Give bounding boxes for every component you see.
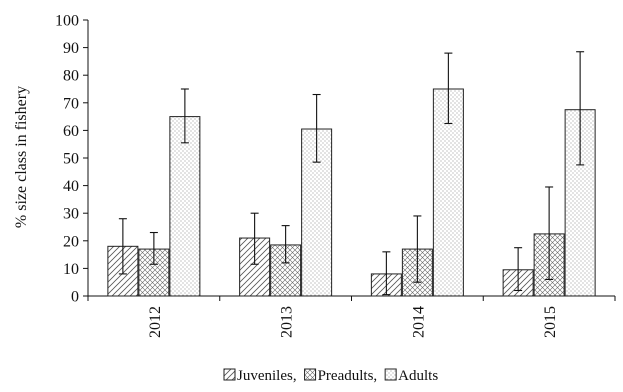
x-tick-label-2013: 2013 xyxy=(279,306,296,338)
legend: Juveniles, Preadults, Adults xyxy=(223,368,438,384)
y-tick-label: 70 xyxy=(63,95,79,112)
y-tick-label: 60 xyxy=(63,123,79,140)
legend-label-juveniles: Juveniles, xyxy=(237,368,297,384)
x-tick-label-2015: 2015 xyxy=(542,306,559,338)
y-tick-label: 30 xyxy=(63,206,79,223)
y-tick-label: 20 xyxy=(63,233,79,250)
legend-swatch-adults xyxy=(384,368,397,381)
x-tick-label-2012: 2012 xyxy=(147,306,164,338)
y-tick-label: 90 xyxy=(63,40,79,57)
legend-label-preadults: Preadults, xyxy=(318,368,378,384)
y-axis-label: % size class in fishery xyxy=(13,86,30,228)
legend-swatch-preadults xyxy=(304,368,317,381)
plot-area: 0 10 20 30 40 50 60 70 80 90 100 2012 2013 2014 2015 xyxy=(55,13,616,338)
legend-label-adults: Adults xyxy=(398,368,438,384)
y-tick-label: 80 xyxy=(63,68,79,85)
x-tick-label-2014: 2014 xyxy=(410,306,427,338)
bar-adults-2012 xyxy=(169,116,201,297)
legend-swatch-juveniles xyxy=(223,368,236,381)
y-tick-label: 0 xyxy=(71,289,79,306)
y-tick-label: 10 xyxy=(63,261,79,278)
y-tick-label: 40 xyxy=(63,178,79,195)
y-tick-label: 50 xyxy=(63,151,79,168)
y-tick-label: 100 xyxy=(55,13,79,30)
